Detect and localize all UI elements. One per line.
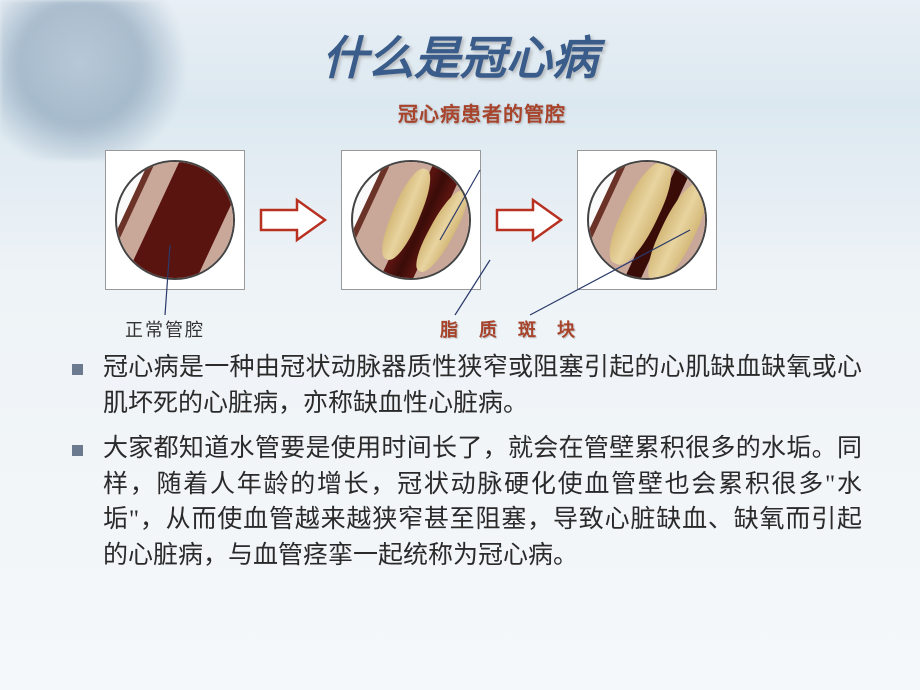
label-normal-lumen: 正常管腔 bbox=[125, 316, 205, 342]
artery-stage-severe bbox=[577, 150, 717, 290]
content-list: 冠心病是一种由冠状动脉器质性狭窄或阻塞引起的心肌缺血缺氧或心肌坏死的心脏病，亦称… bbox=[72, 350, 862, 583]
subtitle-patient-lumen: 冠心病患者的管腔 bbox=[398, 98, 566, 127]
paragraph-definition: 冠心病是一种由冠状动脉器质性狭窄或阻塞引起的心肌缺血缺氧或心肌坏死的心脏病，亦称… bbox=[103, 350, 862, 421]
progression-arrow-2 bbox=[493, 196, 565, 244]
slide-title: 什么是冠心病 bbox=[0, 22, 920, 88]
list-item: 冠心病是一种由冠状动脉器质性狭窄或阻塞引起的心肌缺血缺氧或心肌坏死的心脏病，亦称… bbox=[72, 350, 862, 421]
paragraph-analogy: 大家都知道水管要是使用时间长了，就会在管壁累积很多的水垢。同样，随着人年龄的增长… bbox=[103, 431, 862, 573]
progression-arrow-1 bbox=[257, 196, 329, 244]
artery-stage-partial bbox=[341, 150, 481, 290]
artery-stage-normal bbox=[105, 150, 245, 290]
bullet-icon bbox=[72, 364, 83, 375]
label-lipid-plaque: 脂 质 斑 块 bbox=[440, 316, 583, 342]
list-item: 大家都知道水管要是使用时间长了，就会在管壁累积很多的水垢。同样，随着人年龄的增长… bbox=[72, 431, 862, 573]
artery-progression-diagram bbox=[105, 150, 717, 290]
bullet-icon bbox=[72, 445, 83, 456]
